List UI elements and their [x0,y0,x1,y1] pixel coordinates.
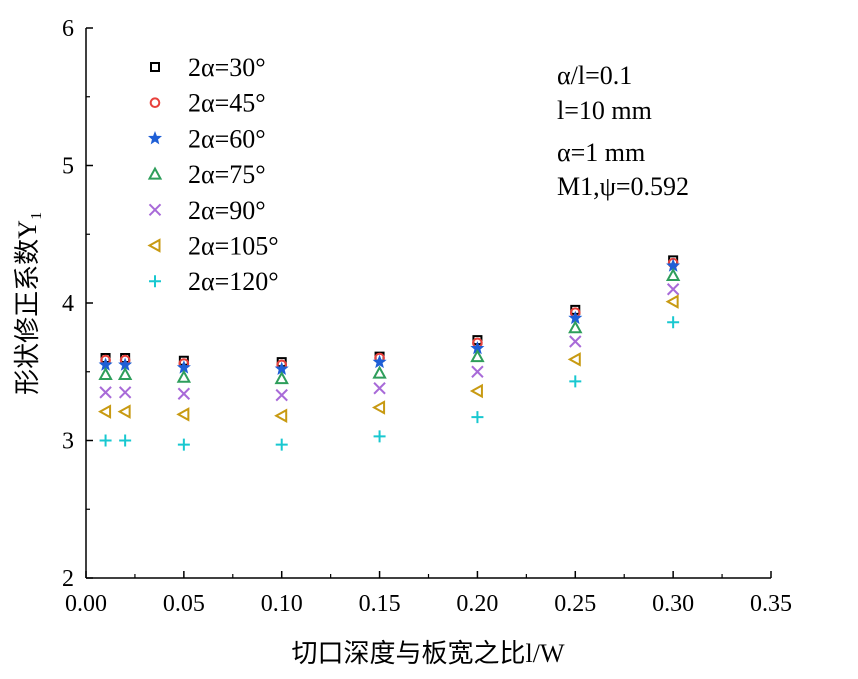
legend-item: 2α=60° [148,124,266,153]
legend-label: 2α=105° [188,232,279,261]
x-tick-label: 0.25 [554,591,596,617]
data-point [470,349,485,363]
annotations: α/l=0.1 l=10 mm α=1 mm M1,ψ=0.592 [557,61,689,201]
legend-label: 2α=60° [188,124,266,153]
legend-label: 2α=75° [188,160,266,189]
y-tick-label: 3 [62,429,74,455]
legend-label: 2α=30° [188,53,266,82]
data-point [118,386,132,399]
data-point [471,365,484,378]
data-point [569,375,582,388]
data-point [372,365,387,379]
x-axis-label: 切口深度与板宽之比l/W [292,639,565,668]
data-point [99,386,112,399]
annotation-text: α=1 mm [557,138,645,167]
data-point [371,400,386,415]
series-triangle-left [97,294,679,423]
legend-item: 2α=90° [148,196,266,225]
y-axis-label: 形状修正系数Y₁ [13,211,42,395]
data-point [373,430,386,443]
legend-label: 2α=45° [188,89,266,118]
data-point [99,434,112,447]
data-point [665,267,681,281]
legend-marker [149,97,161,108]
x-tick-label: 0.00 [65,591,107,617]
legend-marker [150,62,160,72]
series-triangle-up [98,267,681,385]
data-point [117,366,133,380]
x-tick-label: 0.20 [456,591,498,617]
y-tick-label: 2 [62,566,74,592]
data-point [665,294,679,309]
y-tick-label: 5 [62,154,74,180]
legend-label: 2α=90° [188,196,266,225]
axes: 0.00 0.05 0.10 0.15 0.20 0.25 0.30 0.35 2 3 4 5 6 [62,16,792,617]
legend-item: 2α=45° [149,89,266,118]
legend-marker [149,275,161,288]
legend-marker [147,166,163,180]
series-star [98,258,681,376]
data-point [373,382,386,395]
data-point [119,434,132,447]
legend-label: 2α=120° [188,267,279,296]
data-point [568,320,583,334]
x-tick-label: 0.15 [359,591,401,617]
series-x [99,283,680,402]
x-tick-label: 0.30 [652,591,694,617]
legend-item: 2α=30° [150,53,266,82]
data-point [176,369,192,383]
annotation-text: l=10 mm [557,96,652,125]
data-point [275,388,288,402]
data-point [97,404,112,419]
series-plus [99,316,680,451]
y-tick-label: 6 [62,16,74,42]
data-point [274,371,289,385]
legend-marker [148,203,162,217]
data-points [97,255,681,451]
legend-item: 2α=105° [147,232,279,261]
data-point [469,383,483,399]
x-tick-label: 0.10 [261,591,303,617]
data-point [372,354,387,369]
data-point [274,408,288,423]
legend-item: 2α=120° [149,267,279,296]
legend: 2α=30° 2α=45° 2α=60° 2α=75° 2α=90° 2α=105° 2α=… [147,53,279,296]
annotation-text: M1,ψ=0.592 [557,172,689,201]
legend-marker [147,238,161,253]
data-point [569,335,582,348]
x-tick-label: 0.05 [163,591,205,617]
legend-item: 2α=75° [147,160,266,189]
data-point [471,411,484,424]
x-tick-label: 0.35 [750,591,792,617]
data-point [275,438,288,451]
data-point [667,316,680,329]
data-point [98,366,113,380]
legend-marker [148,131,162,145]
annotation-text: α/l=0.1 [557,61,632,90]
data-point [176,407,190,422]
y-tick-label: 4 [62,291,74,317]
data-point [177,438,190,451]
data-point [177,387,191,400]
data-point [117,404,131,419]
data-point [567,352,581,367]
data-point [666,283,680,296]
